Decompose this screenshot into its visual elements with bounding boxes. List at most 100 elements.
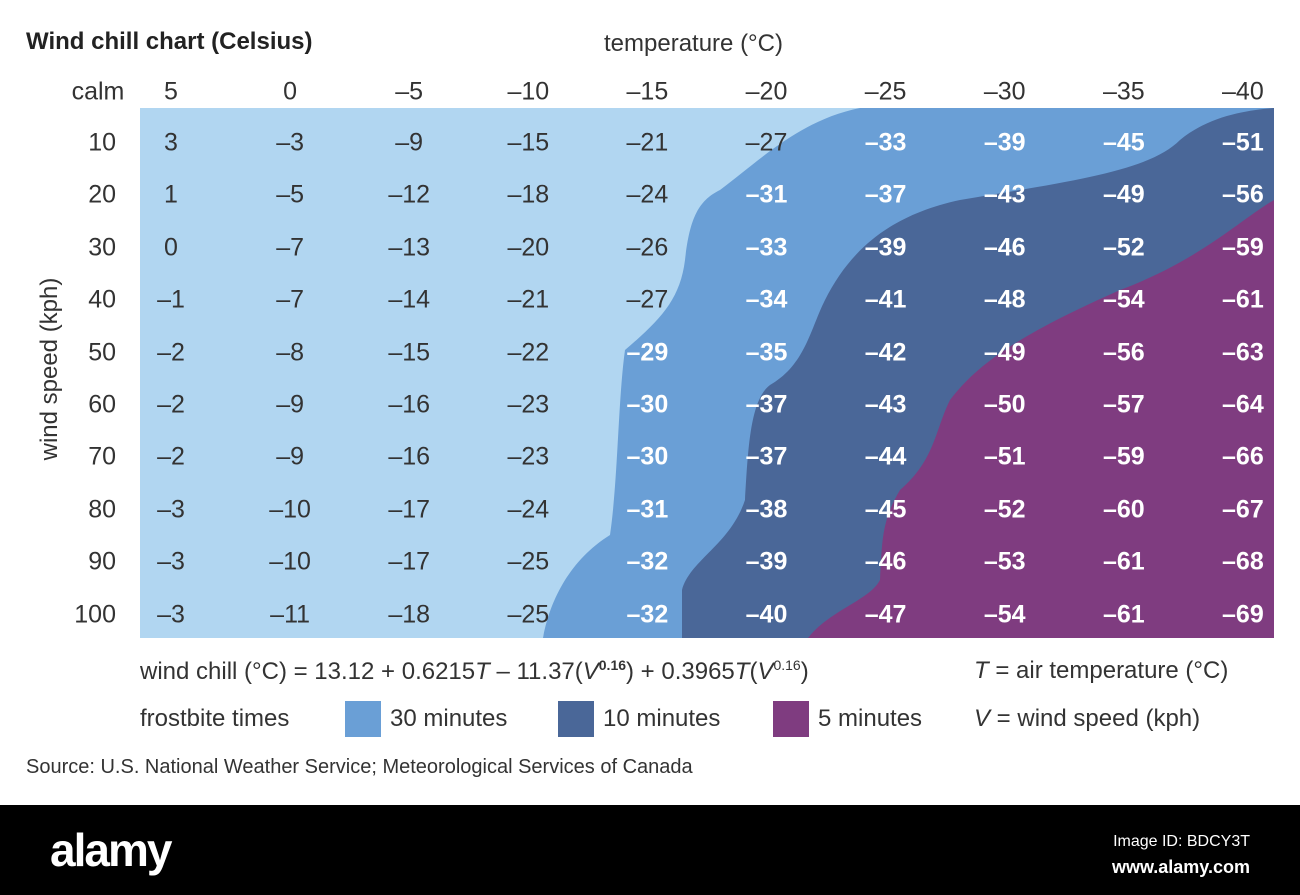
alamy-logo: alamy — [50, 824, 172, 876]
site-url: www.alamy.com — [1111, 857, 1250, 877]
table-cell: –31 — [745, 180, 788, 209]
column-header: –35 — [1102, 77, 1145, 106]
table-cell: –69 — [1222, 600, 1264, 629]
table-cell: –51 — [1222, 128, 1264, 157]
legend-label: frostbite times — [140, 705, 290, 732]
table-cell: –27 — [626, 285, 669, 314]
source-note: Source: U.S. National Weather Service; M… — [26, 756, 693, 778]
row-header: 40 — [88, 285, 116, 314]
table-cell: –9 — [395, 128, 424, 157]
column-header: –20 — [745, 77, 788, 106]
table-cell: –59 — [1102, 442, 1145, 471]
v-definition-text: = wind speed (kph) — [990, 705, 1201, 732]
table-cell: –56 — [1222, 180, 1264, 209]
table-cell: –45 — [864, 495, 907, 524]
table-cell: –23 — [507, 442, 550, 471]
formula-symbol-t: T — [475, 658, 490, 685]
table-cell: –34 — [745, 285, 788, 314]
table-cell: –52 — [1102, 233, 1145, 262]
table-cell: –17 — [388, 547, 431, 576]
table-cell: –3 — [157, 495, 185, 524]
row-header: 80 — [88, 495, 116, 524]
table-cell: –32 — [626, 547, 669, 576]
table-cell: –16 — [388, 442, 431, 471]
table-cell: –68 — [1222, 547, 1264, 576]
footer-bar: alamy Image ID: BDCY3T www.alamy.com — [0, 805, 1300, 895]
legend-item-10-minutes: 10 minutes — [603, 705, 721, 732]
legend-item-30-minutes: 30 minutes — [390, 705, 508, 732]
table-cell: –24 — [626, 180, 669, 209]
row-header: 70 — [88, 442, 116, 471]
legend-item-5-minutes: 5 minutes — [818, 705, 923, 732]
table-cell: –18 — [388, 600, 431, 629]
chart-title: Wind chill chart (Celsius) — [26, 28, 313, 55]
t-definition: T = air temperature (°C) — [974, 657, 1228, 685]
table-cell: –49 — [983, 338, 1026, 367]
table-cell: –2 — [157, 442, 185, 471]
formula-text: wind chill (°C) = 13.12 + 0.6215 — [140, 658, 476, 685]
legend-swatch-5-minutes — [773, 701, 809, 737]
formula-text: ) — [800, 658, 809, 685]
table-cell: –39 — [745, 547, 788, 576]
table-cell: –52 — [983, 495, 1026, 524]
column-header: 5 — [164, 77, 178, 106]
table-cell: –14 — [388, 285, 431, 314]
v-symbol: V — [974, 705, 991, 732]
table-cell: –25 — [507, 600, 550, 629]
table-cell: –22 — [507, 338, 550, 367]
table-cell: –43 — [864, 390, 907, 419]
row-header: 60 — [88, 390, 116, 419]
formula-symbol-t: T — [734, 658, 750, 685]
table-cell: –66 — [1222, 442, 1264, 471]
table-cell: –53 — [983, 547, 1026, 576]
table-cell: –2 — [157, 390, 185, 419]
row-header: 30 — [88, 233, 116, 262]
formula: wind chill (°C) = 13.12 + 0.6215T – 11.3… — [140, 657, 809, 686]
table-cell: –20 — [507, 233, 550, 262]
table-cell: –24 — [507, 495, 550, 524]
table-cell: –48 — [983, 285, 1026, 314]
table-cell: –1 — [157, 285, 185, 314]
table-cell: –26 — [626, 233, 669, 262]
table-cell: –57 — [1102, 390, 1145, 419]
column-header: –40 — [1222, 77, 1264, 106]
formula-text: – 11.37( — [489, 658, 583, 685]
table-cell: –31 — [626, 495, 669, 524]
table-cell: –7 — [276, 233, 304, 262]
t-definition-text: = air temperature (°C) — [988, 657, 1229, 684]
table-cell: –35 — [745, 338, 788, 367]
table-cell: –63 — [1222, 338, 1264, 367]
table-cell: –23 — [507, 390, 550, 419]
table-cell: –40 — [745, 600, 788, 629]
table-cell: –8 — [276, 338, 304, 367]
table-cell: –29 — [626, 338, 669, 367]
table-cell: –25 — [507, 547, 550, 576]
table-cell: –47 — [864, 600, 907, 629]
table-cell: –54 — [1102, 285, 1145, 314]
table-cell: –41 — [864, 285, 907, 314]
table-cell: –33 — [864, 128, 907, 157]
legend-swatch-30-minutes — [345, 701, 381, 737]
row-header: 100 — [74, 600, 116, 629]
table-cell: –61 — [1102, 600, 1145, 629]
table-cell: –18 — [507, 180, 550, 209]
table-cell: –61 — [1102, 547, 1145, 576]
table-cell: –67 — [1222, 495, 1264, 524]
image-id: Image ID: BDCY3T — [1113, 833, 1250, 850]
column-header: 0 — [283, 77, 298, 106]
table-cell: –37 — [745, 442, 788, 471]
table-cell: –3 — [157, 600, 185, 629]
table-cell: –30 — [626, 390, 669, 419]
table-cell: –42 — [864, 338, 907, 367]
table-cell: –37 — [864, 180, 907, 209]
legend-swatch-10-minutes — [558, 701, 594, 737]
table-cell: –9 — [276, 442, 304, 471]
formula-symbol-v: V — [582, 658, 599, 685]
table-cell: –5 — [276, 180, 304, 209]
formula-text: ) + 0.3965 — [626, 658, 735, 685]
table-cell: –10 — [269, 547, 311, 576]
table-cell: –30 — [626, 442, 669, 471]
table-cell: –11 — [270, 600, 311, 629]
table-cell: –21 — [507, 285, 550, 314]
column-header: –10 — [507, 77, 550, 106]
